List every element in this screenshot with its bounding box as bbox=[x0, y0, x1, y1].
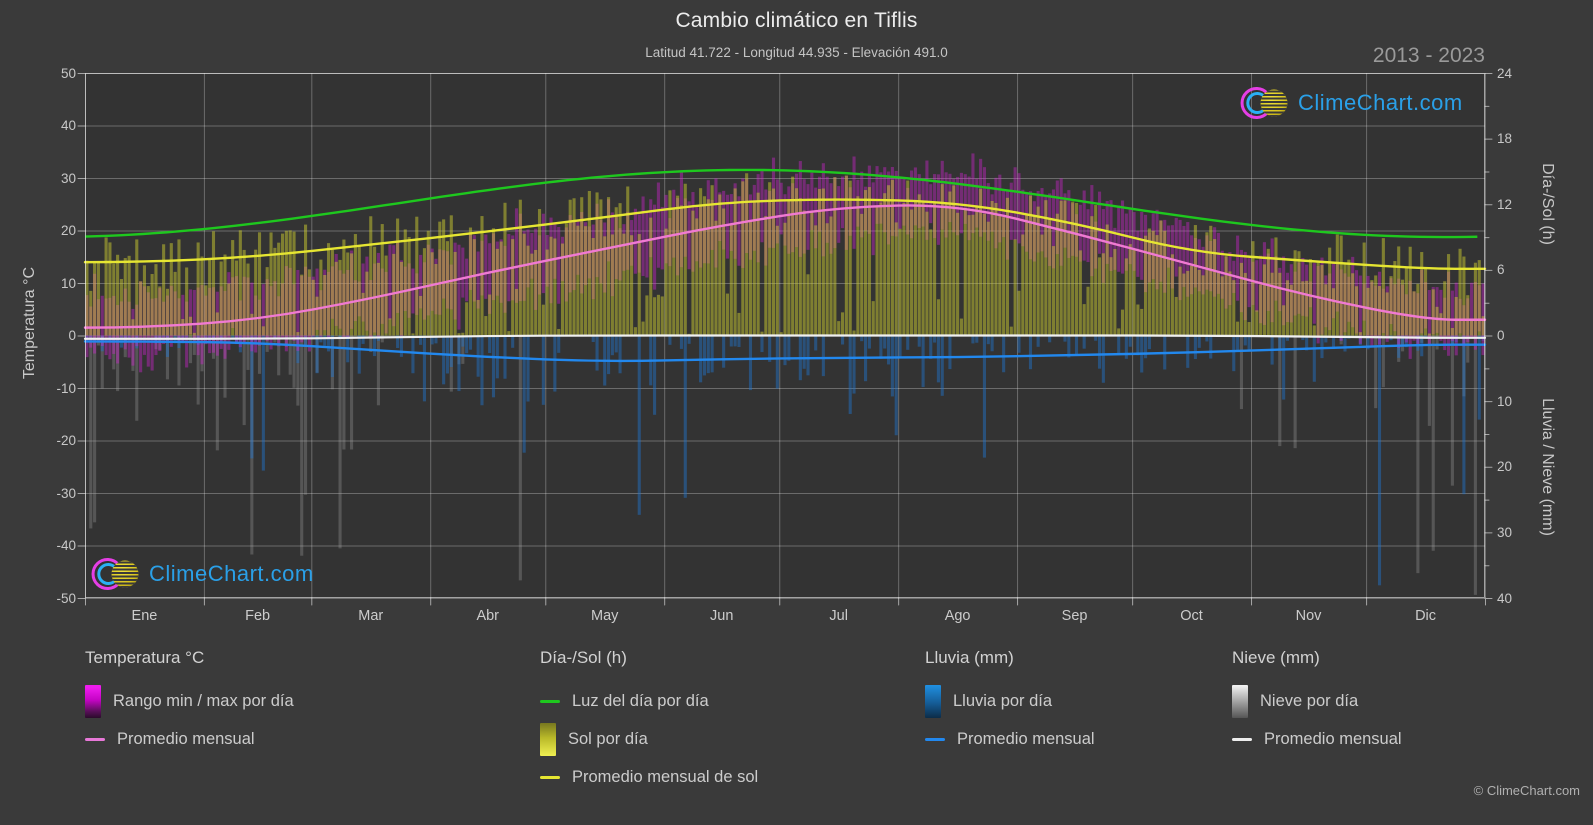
sun-tick-label: 18 bbox=[1497, 131, 1513, 147]
legend-heading-day-sun: Día-/Sol (h) bbox=[540, 648, 627, 667]
snow-avg-line-icon bbox=[1232, 737, 1252, 741]
month-label: Feb bbox=[245, 608, 271, 624]
precip-tick-label: 40 bbox=[1497, 590, 1513, 606]
climechart-watermark-text: ClimeChart.com bbox=[1298, 90, 1463, 115]
legend-heading-snow: Nieve (mm) bbox=[1232, 648, 1320, 667]
temp-tick-label: 20 bbox=[60, 223, 76, 238]
legend-item-sun-per-day: Sol por día bbox=[540, 720, 758, 758]
legend-label: Rango min / max por día bbox=[113, 691, 294, 710]
temp-tick-label: 50 bbox=[60, 65, 76, 81]
climechart-watermark-text: ClimeChart.com bbox=[149, 561, 314, 586]
legend-heading-temperature: Temperatura °C bbox=[85, 648, 205, 667]
month-label: Jun bbox=[710, 608, 734, 624]
month-label: Abr bbox=[476, 608, 500, 624]
rain-avg-line-icon bbox=[925, 737, 945, 741]
legend-label: Promedio mensual bbox=[117, 729, 255, 748]
legend-item-rain-per-day: Lluvia por día bbox=[925, 682, 1095, 720]
sun-tick-label: 12 bbox=[1497, 196, 1513, 212]
temp-range-swatch-icon bbox=[85, 684, 101, 718]
legend-label: Nieve por día bbox=[1260, 691, 1359, 710]
month-label: Ene bbox=[131, 608, 158, 624]
snow-bar-swatch-icon bbox=[1232, 684, 1248, 718]
month-label: Oct bbox=[1180, 608, 1203, 624]
legend-group-temperature: Temperatura °C Rango min / max por día P… bbox=[85, 648, 294, 758]
temp-tick-label: -50 bbox=[56, 590, 76, 606]
legend-label: Promedio mensual bbox=[957, 729, 1095, 748]
temp-avg-line-icon bbox=[85, 737, 105, 741]
month-label: Sep bbox=[1061, 608, 1088, 624]
temp-tick-label: 0 bbox=[68, 328, 76, 343]
year-range: 2013 - 2023 bbox=[1372, 44, 1485, 67]
legend-item-snow-per-day: Nieve por día bbox=[1232, 682, 1402, 720]
legend-label: Sol por día bbox=[568, 729, 648, 748]
page-subtitle: Latitud 41.722 - Longitud 44.935 - Eleva… bbox=[645, 45, 948, 60]
temp-tick-label: 10 bbox=[60, 275, 76, 291]
climechart-watermark-bottom[interactable]: ClimeChart.com bbox=[88, 555, 314, 593]
precip-tick-label: 30 bbox=[1497, 524, 1513, 540]
legend-label: Promedio mensual bbox=[1264, 729, 1402, 748]
temp-tick-label: -30 bbox=[56, 485, 76, 501]
legend-item-temp-range: Rango min / max por día bbox=[85, 682, 294, 720]
legend-group-snow: Nieve (mm) Nieve por día Promedio mensua… bbox=[1232, 648, 1402, 758]
climate-chart-canvas bbox=[0, 0, 1593, 612]
month-label: Ago bbox=[944, 608, 971, 624]
legend-item-snow-avg: Promedio mensual bbox=[1232, 720, 1402, 758]
legend-label: Luz del día por día bbox=[572, 691, 709, 710]
precip-tick-label: 10 bbox=[1497, 393, 1513, 409]
copyright-text: © ClimeChart.com bbox=[1473, 783, 1580, 798]
sun-bar-swatch-icon bbox=[540, 722, 556, 756]
month-label: Dic bbox=[1415, 608, 1437, 624]
climechart-watermark-top[interactable]: ClimeChart.com bbox=[1237, 84, 1463, 122]
axis-title-rain-snow: Lluvia / Nieve (mm) bbox=[1539, 398, 1556, 536]
legend-label: Lluvia por día bbox=[953, 691, 1053, 710]
legend-label: Promedio mensual de sol bbox=[572, 767, 759, 786]
month-label: Nov bbox=[1295, 608, 1322, 624]
temp-tick-label: 40 bbox=[60, 118, 76, 133]
daylight-line-icon bbox=[540, 699, 560, 703]
legend-item-temp-avg: Promedio mensual bbox=[85, 720, 294, 758]
legend-group-day-sun: Día-/Sol (h) Luz del día por día Sol por… bbox=[540, 648, 758, 796]
climechart-logo-icon bbox=[1240, 87, 1288, 119]
temp-tick-label: -10 bbox=[56, 380, 76, 396]
rain-bar-swatch-icon bbox=[925, 684, 941, 718]
axis-title-day-sun: Día-/Sol (h) bbox=[1539, 163, 1556, 245]
temp-tick-label: -20 bbox=[56, 433, 76, 448]
legend-item-rain-avg: Promedio mensual bbox=[925, 720, 1095, 758]
sun-tick-label: 24 bbox=[1497, 65, 1513, 81]
legend-item-daylight: Luz del día por día bbox=[540, 682, 758, 720]
month-label: May bbox=[591, 608, 619, 624]
axis-title-temperature: Temperatura °C bbox=[21, 266, 38, 380]
climechart-logo-icon bbox=[91, 558, 139, 590]
precip-tick-label: 20 bbox=[1497, 459, 1513, 475]
month-label: Mar bbox=[358, 608, 384, 624]
sun-tick-label: 0 bbox=[1497, 328, 1505, 343]
legend-heading-rain: Lluvia (mm) bbox=[925, 648, 1014, 667]
sun-tick-label: 6 bbox=[1497, 262, 1505, 278]
legend-item-sun-avg: Promedio mensual de sol bbox=[540, 758, 758, 796]
month-label: Jul bbox=[829, 608, 848, 624]
temp-tick-label: 30 bbox=[60, 170, 76, 186]
legend-group-rain: Lluvia (mm) Lluvia por día Promedio mens… bbox=[925, 648, 1095, 758]
temp-tick-label: -40 bbox=[56, 538, 76, 553]
page-title: Cambio climático en Tiflis bbox=[675, 9, 918, 32]
sun-avg-line-icon bbox=[540, 775, 560, 779]
